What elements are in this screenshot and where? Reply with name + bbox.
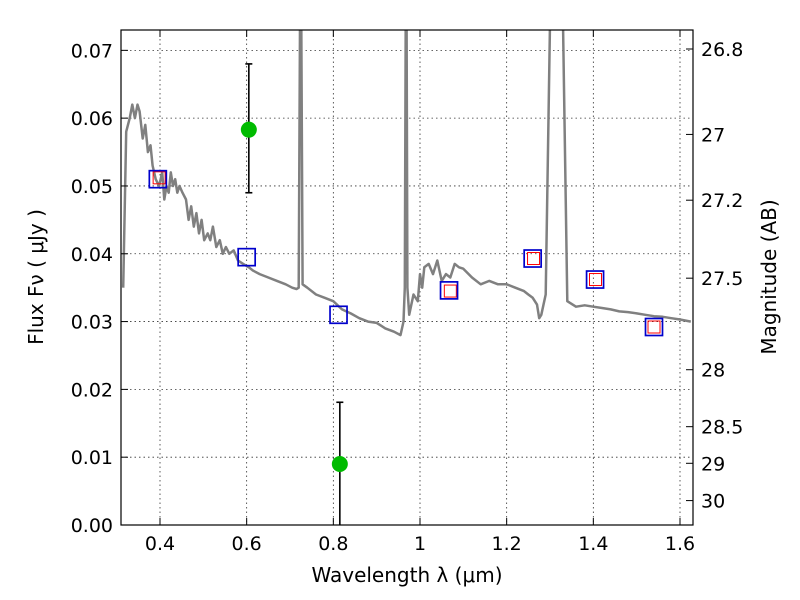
x-tick-label: 1 (414, 533, 426, 555)
x-tick-label: 0.4 (145, 533, 175, 555)
x-tick-label: 1.2 (492, 533, 522, 555)
x-ticks: 0.4 0.6 0.8 1 1.2 1.4 1.6 (145, 30, 695, 555)
magnitude-tick-label: 29 (701, 453, 725, 475)
y-tick-label: 0.00 (71, 515, 113, 537)
observed-point (331, 455, 348, 472)
y-tick-label: 0.04 (71, 244, 113, 266)
x-tick-label: 0.6 (232, 533, 262, 555)
x-tick-label: 0.8 (318, 533, 348, 555)
points-layer (148, 63, 664, 525)
model-photometry-point (443, 284, 457, 298)
model-photometry-point (152, 171, 166, 185)
y-tick-label: 0.06 (71, 108, 113, 130)
bandpass-point (523, 249, 543, 268)
bandpass-point (237, 247, 257, 267)
bandpass-point (585, 270, 605, 289)
x-axis-label: Wavelength λ (μm) (311, 563, 502, 587)
y-tick-label: 0.05 (71, 176, 113, 198)
model-photometry-point (589, 273, 602, 287)
plot-frame (120, 29, 694, 526)
y-axis-label: Flux Fν ( μJy ) (24, 209, 48, 345)
magnitude-tick-label: 28.5 (701, 417, 743, 439)
y-tick-label: 0.01 (71, 447, 113, 469)
bandpass-point (148, 169, 168, 189)
magnitude-tick-label: 27.2 (701, 190, 743, 212)
right-axis-label: Magnitude (AB) (757, 199, 781, 354)
magnitude-tick-label: 28 (701, 360, 725, 382)
bandpass-point (644, 317, 664, 337)
y-tick-label: 0.02 (71, 379, 113, 401)
spectrum-layer (121, 30, 692, 337)
grid-lines (121, 30, 693, 525)
magnitude-tick-label: 27 (701, 124, 725, 146)
spectrum-line (121, 30, 692, 337)
x-tick-label: 1.6 (665, 533, 695, 555)
model-photometry-point (527, 252, 541, 266)
x-tick-label: 1.4 (578, 533, 608, 555)
magnitude-tick-label: 30 (701, 491, 725, 513)
magnitude-tick-label: 27.5 (701, 268, 743, 290)
model-photometry-point (647, 320, 661, 334)
y-tick-label: 0.03 (71, 312, 113, 334)
bandpass-point (439, 281, 459, 300)
magnitude-tick-label: 26.8 (701, 39, 743, 61)
y-tick-label: 0.07 (71, 40, 113, 62)
bandpass-point (329, 305, 348, 325)
magnitude-ticks: 26.8 27 27.2 27.5 28 28.5 29 30 (686, 39, 743, 513)
y-ticks: 0.00 0.01 0.02 0.03 0.04 0.05 0.06 0.07 (71, 40, 128, 537)
observed-point (240, 121, 257, 138)
